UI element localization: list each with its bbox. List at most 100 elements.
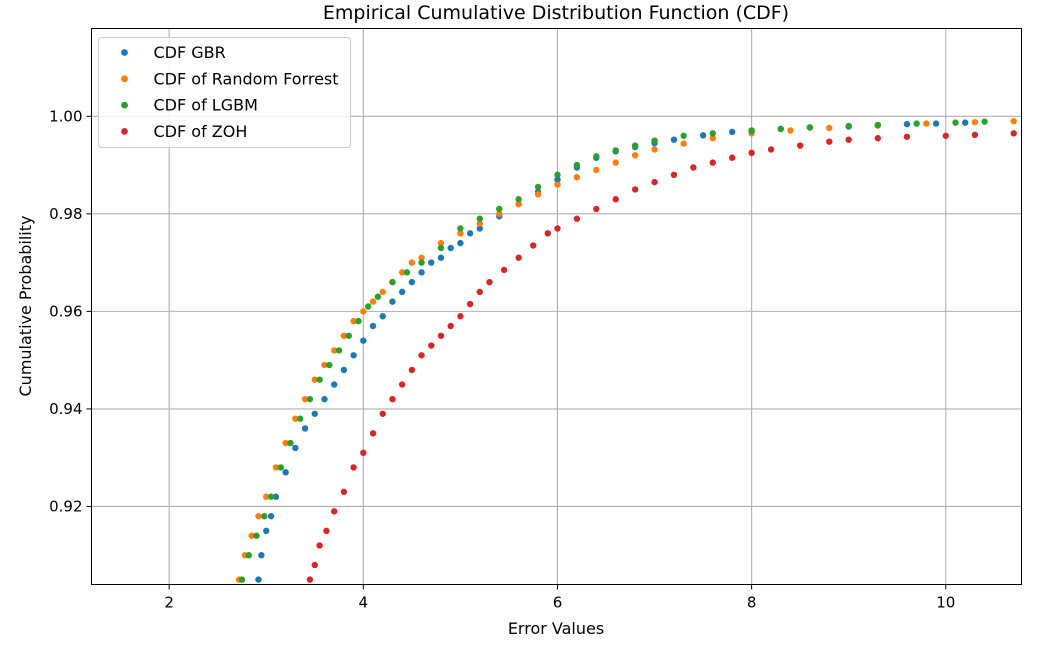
data-point xyxy=(1010,130,1017,137)
data-point xyxy=(466,300,474,308)
data-point xyxy=(408,278,416,286)
data-point xyxy=(355,317,362,325)
data-point xyxy=(496,210,503,218)
data-point xyxy=(476,215,484,222)
data-point xyxy=(534,191,542,198)
data-point xyxy=(612,196,619,203)
data-point xyxy=(292,415,299,422)
data-point xyxy=(360,308,367,315)
data-point xyxy=(651,178,658,186)
data-point xyxy=(345,332,352,339)
data-point xyxy=(287,439,294,447)
data-point xyxy=(932,120,940,127)
data-point xyxy=(612,147,619,154)
legend-label: CDF GBR xyxy=(154,43,226,62)
y-tick-label: 1.00 xyxy=(49,107,82,125)
data-point xyxy=(961,119,969,126)
data-point xyxy=(447,322,454,330)
data-point xyxy=(369,298,377,305)
data-point xyxy=(379,313,386,320)
data-point xyxy=(903,120,911,128)
y-tick-label: 0.94 xyxy=(49,400,82,418)
data-point xyxy=(306,576,314,583)
data-point xyxy=(267,513,275,520)
data-point xyxy=(272,464,280,471)
x-tick-label: 8 xyxy=(747,594,757,612)
data-point xyxy=(369,322,377,330)
data-point xyxy=(326,361,333,369)
data-point xyxy=(651,146,658,153)
data-point xyxy=(428,259,435,266)
data-point xyxy=(330,508,338,515)
data-point xyxy=(767,146,775,153)
data-point xyxy=(709,135,716,142)
data-point xyxy=(408,259,416,266)
data-point xyxy=(457,225,464,232)
data-point xyxy=(323,527,330,535)
y-tick-label: 0.92 xyxy=(49,497,82,515)
data-point xyxy=(261,513,268,520)
chart-title: Empirical Cumulative Distribution Functi… xyxy=(323,2,789,24)
data-point xyxy=(437,332,445,339)
data-point xyxy=(729,128,736,136)
data-point xyxy=(476,220,484,227)
data-point xyxy=(670,171,678,179)
data-point xyxy=(544,230,551,237)
data-point xyxy=(238,576,246,583)
data-point xyxy=(374,293,382,300)
data-point xyxy=(593,205,600,213)
data-point xyxy=(408,366,416,374)
data-point xyxy=(255,576,262,583)
data-point xyxy=(418,352,425,359)
legend-marker xyxy=(121,75,128,83)
data-point xyxy=(437,254,445,261)
data-point xyxy=(330,347,338,354)
data-point xyxy=(923,120,930,127)
axis-ticks: 2 4 6 8 10 0.92 0.94 0.96 0.98 1.00 xyxy=(49,107,955,611)
data-point xyxy=(350,464,357,471)
series-points xyxy=(255,119,969,583)
data-point xyxy=(748,149,755,157)
data-point xyxy=(573,174,581,181)
data-point xyxy=(476,288,484,296)
data-point xyxy=(297,415,304,422)
data-point xyxy=(311,410,318,417)
data-point xyxy=(651,137,658,144)
data-point xyxy=(457,313,464,320)
data-point xyxy=(787,127,794,134)
legend-marker xyxy=(121,49,128,56)
data-point xyxy=(282,439,289,447)
data-point xyxy=(981,118,988,125)
data-point xyxy=(515,254,522,261)
data-point xyxy=(845,136,852,143)
legend-marker xyxy=(121,101,128,109)
data-point xyxy=(593,153,600,160)
data-point xyxy=(389,298,396,305)
data-point xyxy=(263,527,270,535)
data-point xyxy=(379,288,386,296)
data-point xyxy=(418,259,425,266)
data-point xyxy=(1010,117,1017,125)
data-point xyxy=(593,166,600,174)
x-tick-label: 2 xyxy=(164,594,174,612)
data-point xyxy=(282,469,289,476)
data-point xyxy=(631,186,639,193)
data-point xyxy=(418,269,425,276)
data-point xyxy=(277,464,285,471)
data-point xyxy=(457,230,464,237)
legend-label: CDF of LGBM xyxy=(154,96,258,115)
data-point xyxy=(554,181,561,188)
data-point xyxy=(292,444,299,452)
data-point xyxy=(398,269,406,276)
data-point xyxy=(690,164,697,171)
data-point xyxy=(311,376,318,383)
data-point xyxy=(466,230,474,237)
data-point xyxy=(500,266,508,274)
data-point xyxy=(316,376,323,383)
data-point xyxy=(748,127,755,135)
data-point xyxy=(476,225,484,232)
data-point xyxy=(321,395,328,403)
data-point xyxy=(709,159,716,166)
y-tick-label: 0.98 xyxy=(49,205,82,223)
